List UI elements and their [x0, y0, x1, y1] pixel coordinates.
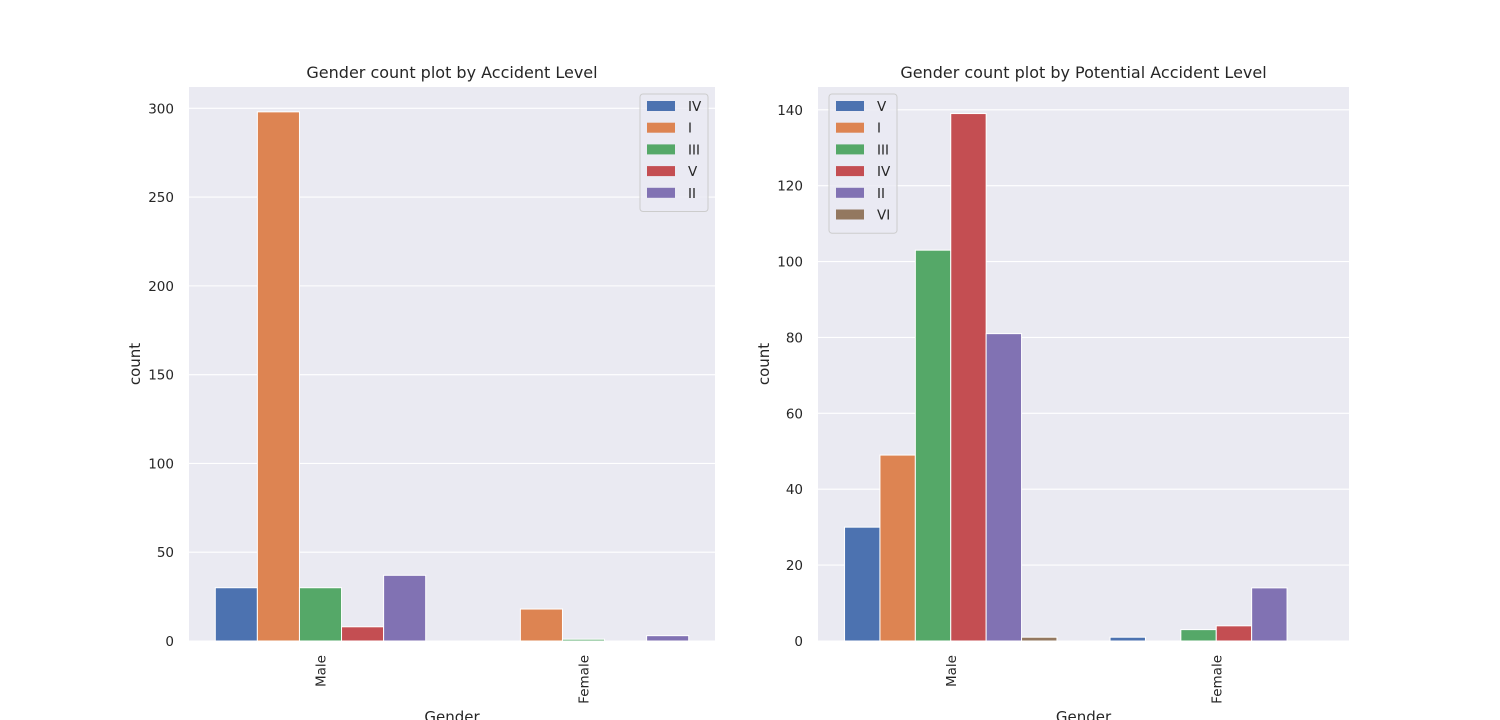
x-tick-label: Female	[1209, 655, 1225, 704]
y-tick-label: 250	[148, 190, 174, 206]
y-tick-label: 200	[148, 279, 174, 295]
y-tick-label: 0	[165, 634, 174, 650]
legend-label: II	[688, 186, 696, 202]
bar-female-ii	[646, 635, 690, 642]
bar-male-v	[844, 526, 881, 642]
y-tick-label: 140	[777, 103, 803, 119]
x-axis-label: Gender	[1056, 708, 1112, 720]
chart-2: 0 20 40 60 80 100 120 140 Male Female Gender count…	[755, 63, 1349, 720]
legend-label: II	[877, 186, 885, 202]
y-tick-label: 20	[786, 558, 803, 574]
legend-label: IV	[688, 99, 702, 115]
bar-male-iv	[950, 113, 987, 642]
y-tick-label: 120	[777, 179, 803, 195]
legend-swatch	[836, 122, 864, 133]
bar-female-iv	[1215, 625, 1253, 642]
y-tick-label: 150	[148, 368, 174, 384]
bar-male-i	[256, 111, 300, 642]
y-tick-label: 80	[786, 330, 803, 346]
y-tick-label: 0	[794, 634, 803, 650]
legend-label: I	[688, 121, 692, 137]
y-tick-label: 40	[786, 482, 803, 498]
bar-male-vi	[1021, 636, 1058, 642]
y-axis-label: count	[755, 343, 773, 385]
legend-swatch	[647, 166, 675, 177]
x-axis-label: Gender	[424, 708, 480, 720]
y-tick-label: 100	[148, 456, 174, 472]
legend-swatch	[836, 187, 864, 198]
bar-male-iii	[298, 587, 343, 642]
y-axis-label: count	[126, 343, 144, 385]
chart-1: 0 50 100 150 200 250 300 Male Female Gender count…	[126, 63, 715, 720]
bar-female-iii	[561, 638, 606, 642]
y-tick-label: 300	[148, 101, 174, 117]
legend-swatch	[836, 166, 864, 177]
legend-swatch	[836, 209, 864, 220]
bar-female-i	[519, 608, 563, 642]
y-tick-label: 60	[786, 406, 803, 422]
legend-swatch	[647, 101, 675, 111]
legend-swatch	[836, 144, 864, 155]
legend-label: V	[877, 99, 887, 115]
bar-female-ii	[1251, 587, 1288, 642]
bar-male-ii	[985, 333, 1023, 642]
legend-swatch	[647, 122, 675, 133]
legend-label: IV	[877, 164, 891, 180]
y-tick-label: 100	[777, 255, 803, 271]
chart-title: Gender count plot by Potential Accident …	[900, 63, 1266, 82]
bar-male-i	[879, 454, 916, 642]
legend-label: III	[877, 142, 889, 158]
bar-male-iii	[914, 249, 952, 642]
bar-male-iv	[214, 587, 258, 642]
bar-female-iii	[1180, 629, 1217, 642]
bar-male-v	[341, 626, 385, 642]
y-tick-label: 50	[157, 545, 174, 561]
x-tick-label: Female	[577, 655, 593, 704]
chart-title: Gender count plot by Accident Level	[306, 63, 597, 82]
bar-female-v	[1109, 636, 1146, 642]
legend-swatch	[647, 187, 675, 198]
bar-male-ii	[383, 574, 427, 642]
x-tick-label: Male	[314, 655, 330, 687]
x-tick-label: Male	[944, 655, 960, 687]
legend-label: III	[688, 142, 700, 158]
legend-swatch	[647, 144, 675, 155]
legend-label: V	[688, 164, 698, 180]
legend-swatch	[836, 101, 864, 111]
legend-label: I	[877, 121, 881, 137]
legend-label: VI	[877, 208, 890, 224]
